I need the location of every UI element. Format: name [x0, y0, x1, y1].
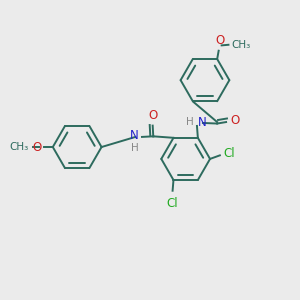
Text: O: O — [148, 109, 157, 122]
Text: O: O — [230, 114, 239, 127]
Text: O: O — [32, 140, 41, 154]
Text: H: H — [186, 117, 194, 128]
Text: Cl: Cl — [166, 197, 178, 210]
Text: CH₃: CH₃ — [10, 142, 29, 152]
Text: N: N — [198, 116, 207, 129]
Text: N: N — [130, 129, 138, 142]
Text: Cl: Cl — [224, 147, 235, 160]
Text: CH₃: CH₃ — [231, 40, 251, 50]
Text: O: O — [215, 34, 225, 46]
Text: H: H — [131, 143, 138, 154]
